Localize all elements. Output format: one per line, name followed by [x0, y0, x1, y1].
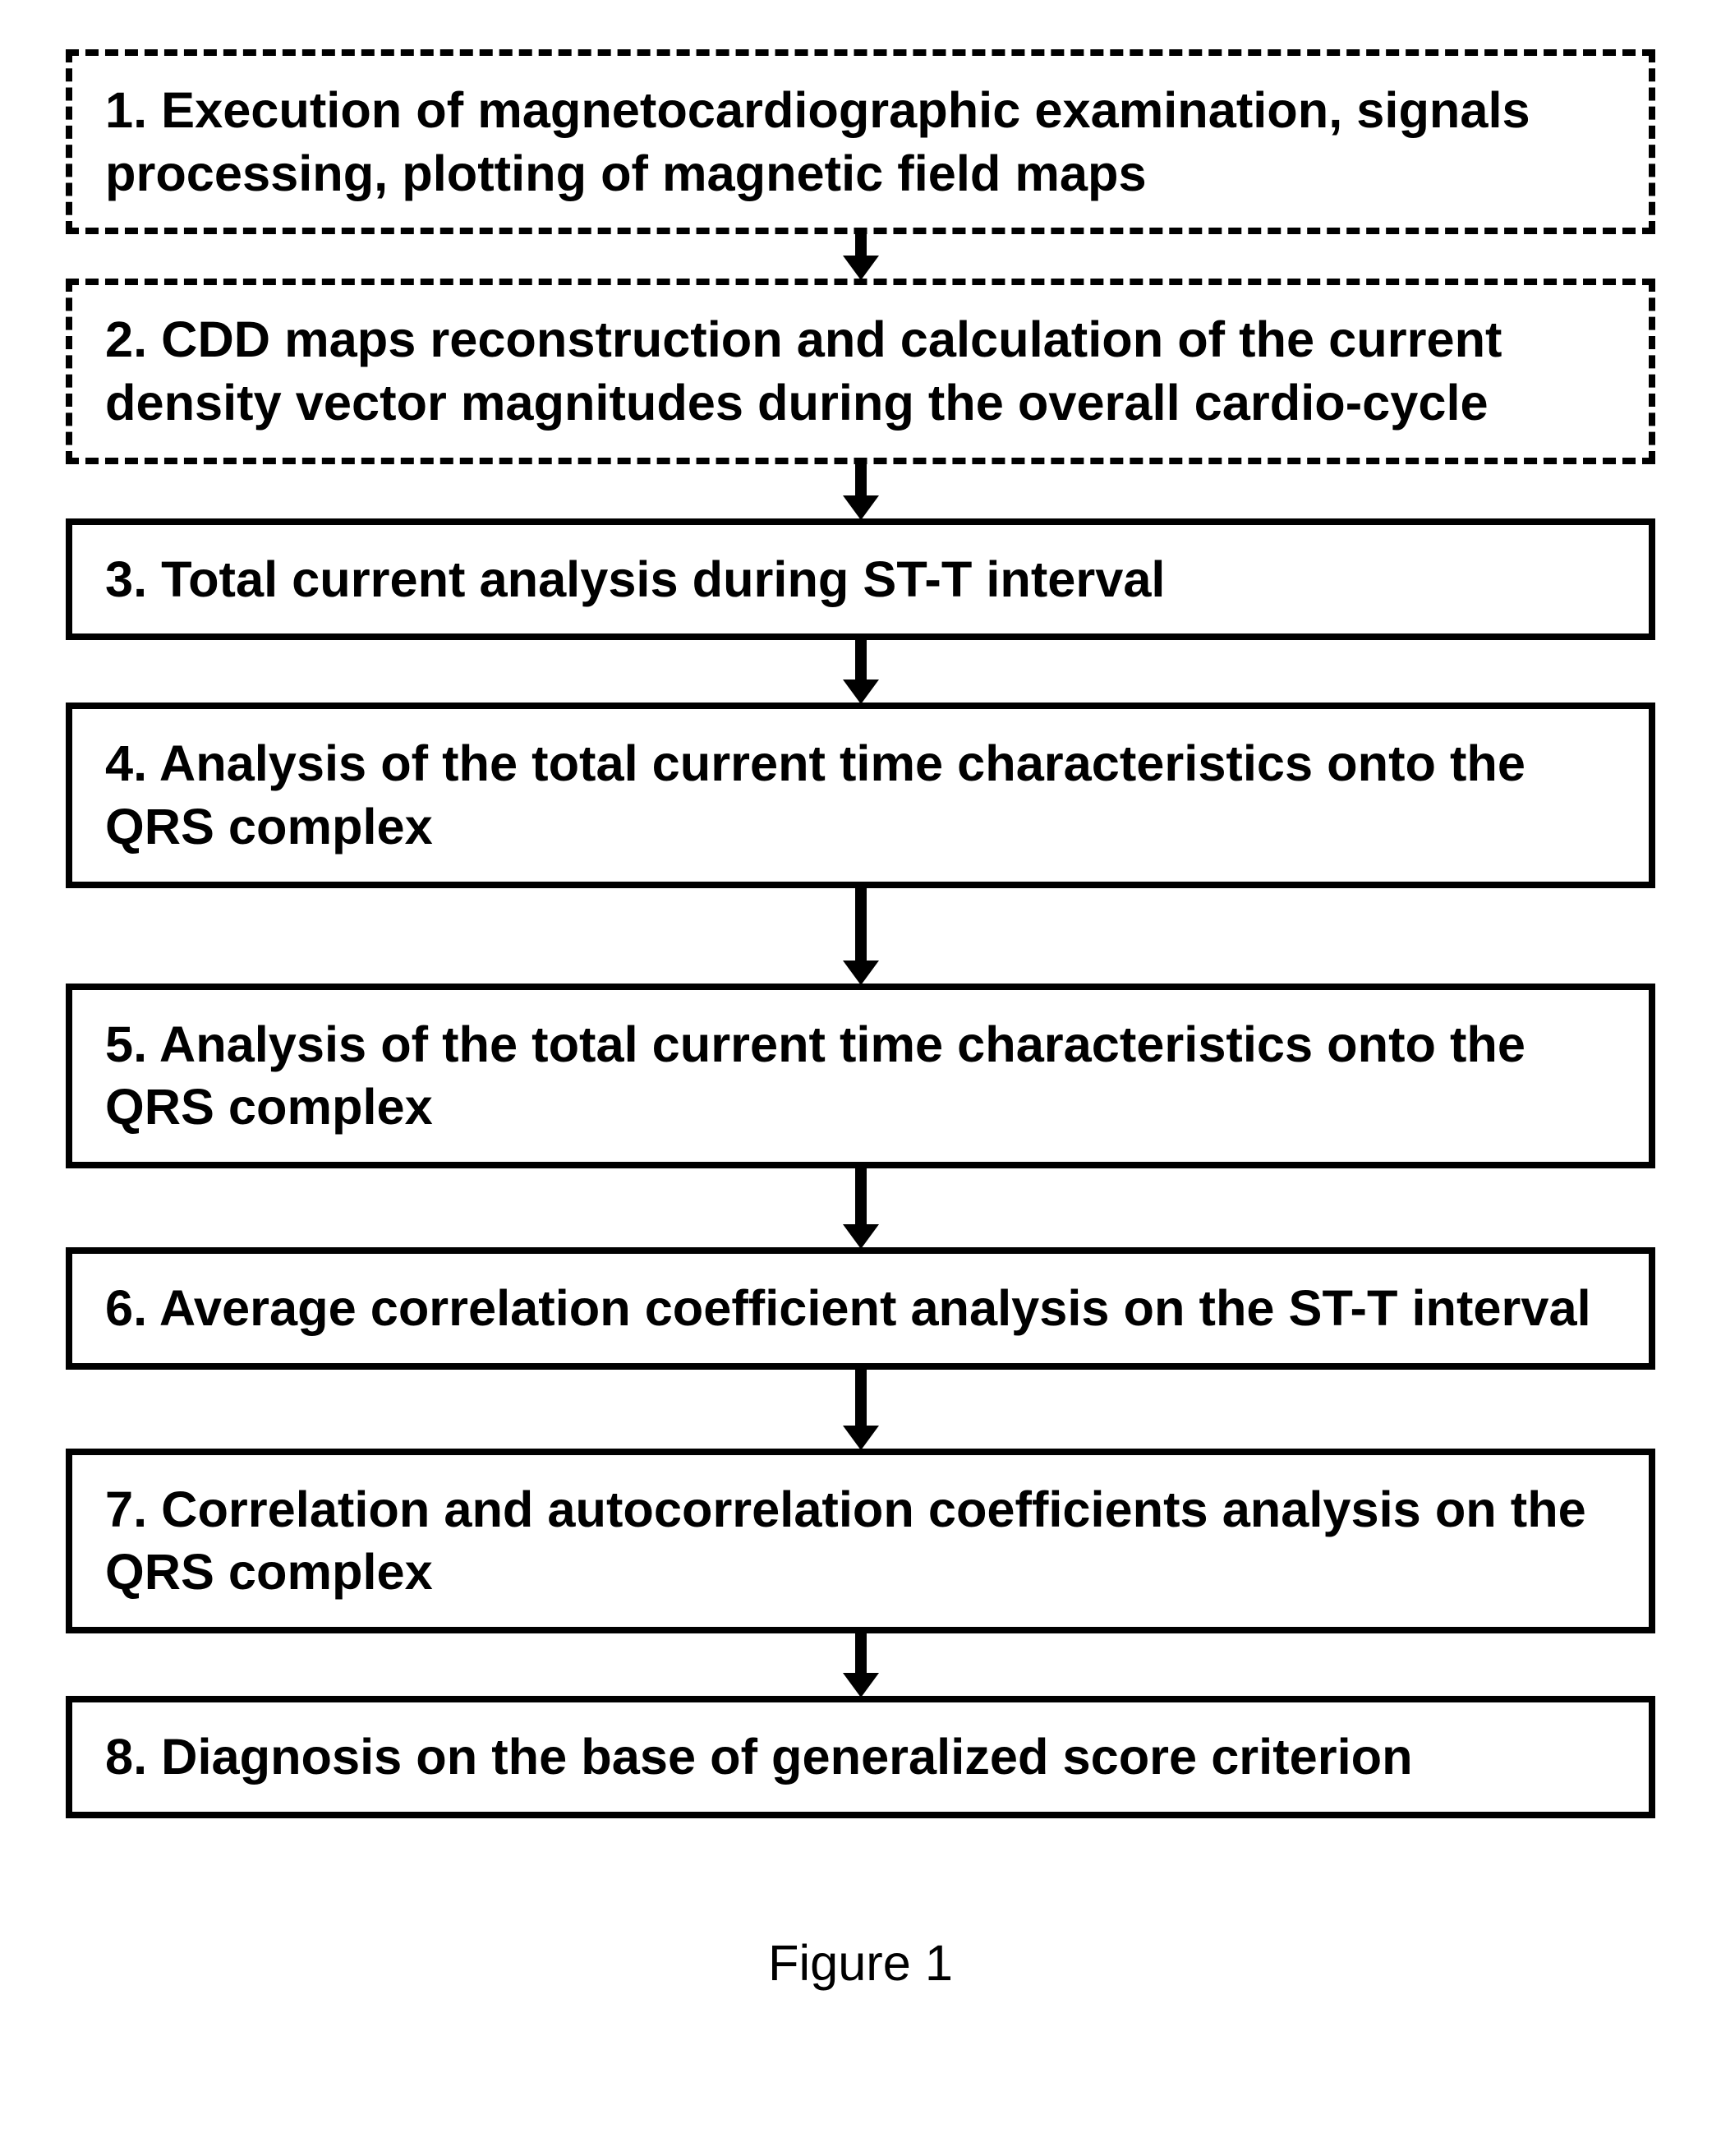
- flowchart-step-8: 8. Diagnosis on the base of generalized …: [66, 1696, 1655, 1818]
- arrow-head-icon: [843, 1673, 879, 1698]
- flowchart-step-1: 1. Execution of magnetocardiographic exa…: [66, 49, 1655, 234]
- flowchart-step-6-label: 6. Average correlation coefficient analy…: [105, 1277, 1616, 1340]
- flowchart-step-3-label: 3. Total current analysis during ST-T in…: [105, 548, 1616, 611]
- arrow-shaft-icon: [855, 1368, 867, 1426]
- arrow-7-to-8: [843, 1632, 879, 1698]
- flowchart-step-7: 7. Correlation and autocorrelation coeff…: [66, 1449, 1655, 1633]
- arrow-head-icon: [843, 1426, 879, 1450]
- arrow-2-to-3: [843, 463, 879, 520]
- flowchart-step-2-label: 2. CDD maps reconstruction and calculati…: [105, 308, 1616, 434]
- flowchart-step-6: 6. Average correlation coefficient analy…: [66, 1247, 1655, 1370]
- figure-caption: Figure 1: [66, 1933, 1655, 1992]
- flowchart-container: 1. Execution of magnetocardiographic exa…: [66, 49, 1655, 1818]
- arrow-shaft-icon: [855, 1632, 867, 1673]
- flowchart-step-4: 4. Analysis of the total current time ch…: [66, 703, 1655, 887]
- arrow-head-icon: [843, 961, 879, 985]
- arrow-shaft-icon: [855, 887, 867, 961]
- flowchart-step-2: 2. CDD maps reconstruction and calculati…: [66, 279, 1655, 463]
- flowchart-step-8-label: 8. Diagnosis on the base of generalized …: [105, 1725, 1616, 1789]
- arrow-1-to-2: [843, 233, 879, 280]
- arrow-3-to-4: [843, 638, 879, 704]
- arrow-4-to-5: [843, 887, 879, 985]
- flowchart-step-1-label: 1. Execution of magnetocardiographic exa…: [105, 79, 1616, 205]
- flowchart-step-3: 3. Total current analysis during ST-T in…: [66, 518, 1655, 641]
- arrow-6-to-7: [843, 1368, 879, 1450]
- arrow-shaft-icon: [855, 638, 867, 680]
- page: 1. Execution of magnetocardiographic exa…: [0, 0, 1721, 2156]
- arrow-shaft-icon: [855, 1167, 867, 1224]
- flowchart-step-4-label: 4. Analysis of the total current time ch…: [105, 732, 1616, 858]
- flowchart-step-5: 5. Analysis of the total current time ch…: [66, 984, 1655, 1168]
- arrow-head-icon: [843, 1224, 879, 1249]
- arrow-head-icon: [843, 495, 879, 520]
- arrow-head-icon: [843, 256, 879, 280]
- arrow-shaft-icon: [855, 233, 867, 256]
- flowchart-step-7-label: 7. Correlation and autocorrelation coeff…: [105, 1478, 1616, 1604]
- arrow-shaft-icon: [855, 463, 867, 495]
- flowchart-step-5-label: 5. Analysis of the total current time ch…: [105, 1013, 1616, 1139]
- arrow-head-icon: [843, 680, 879, 704]
- arrow-5-to-6: [843, 1167, 879, 1249]
